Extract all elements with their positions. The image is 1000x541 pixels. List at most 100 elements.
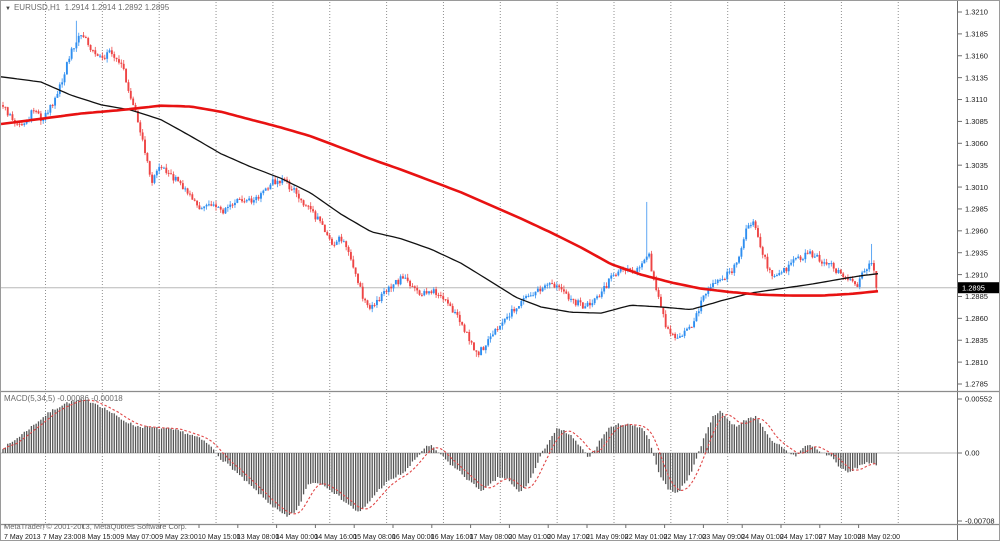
candle-body — [600, 291, 603, 297]
time-axis-label: 8 May 15:00 — [82, 534, 121, 541]
price-axis-label: 1.2835 — [965, 336, 988, 345]
candle-body — [146, 153, 149, 162]
candle-body — [312, 209, 314, 212]
candle-body — [309, 205, 312, 210]
candle-body — [189, 193, 191, 195]
candle-body — [839, 269, 842, 274]
candle-body — [586, 302, 589, 307]
candle-body — [96, 54, 99, 56]
time-axis-label: 23 May 09:00 — [702, 534, 745, 541]
candle-body — [118, 59, 120, 63]
candle-body — [416, 287, 419, 291]
candle-body — [818, 254, 821, 262]
candle-body — [219, 206, 222, 210]
candle-body — [139, 122, 142, 133]
candle-body — [716, 279, 719, 283]
candle-body — [430, 291, 433, 294]
candle-body — [515, 308, 518, 312]
candle-body — [503, 318, 506, 323]
time-axis-label: 13 May 08:00 — [237, 534, 280, 541]
candle-body — [20, 124, 23, 126]
candle-body — [610, 275, 613, 279]
candle-body — [508, 316, 511, 318]
candle-body — [359, 282, 362, 287]
candle-body — [835, 268, 838, 273]
candle-body — [23, 123, 26, 125]
candle-body — [520, 301, 523, 307]
candle-body — [6, 107, 9, 116]
candle-body — [366, 300, 369, 306]
candle-body — [207, 204, 210, 206]
candle-body — [735, 262, 738, 265]
symbol-dropdown-arrow[interactable]: ▼ — [5, 6, 11, 12]
candle-body — [652, 271, 655, 280]
candle-body — [290, 189, 293, 191]
candle-body — [319, 216, 322, 222]
candle-body — [75, 42, 78, 49]
candle-body — [468, 331, 471, 342]
candle-body — [771, 270, 774, 277]
candle-body — [702, 295, 705, 301]
candle-body — [844, 276, 847, 278]
candle-body — [629, 268, 632, 270]
candle-body — [226, 206, 229, 209]
candle-body — [39, 113, 42, 121]
candle-body — [780, 272, 783, 274]
time-axis-label: 16 May 16:00 — [431, 534, 474, 541]
price-axis-label: 1.3210 — [965, 8, 988, 17]
current-price-value: 1.2895 — [962, 284, 985, 293]
candle-body — [148, 161, 151, 175]
candle-body — [700, 300, 703, 312]
time-axis-label: 20 May 01:00 — [508, 534, 551, 541]
candle-body — [596, 296, 598, 299]
time-axis-label: 14 May 00:00 — [276, 534, 319, 541]
candle-body — [809, 251, 811, 254]
candle-body — [674, 333, 677, 339]
time-axis: 7 May 2013 7 May 23:00 8 May 15:00 9 May 07… — [4, 524, 900, 541]
time-axis-label: 24 May 01:00 — [741, 534, 784, 541]
candle-body — [572, 298, 575, 301]
price-axis-label: 1.3060 — [965, 139, 988, 148]
candle-body — [115, 57, 118, 60]
candle-body — [792, 259, 795, 263]
candle-body — [489, 336, 492, 340]
candle-body — [127, 82, 130, 91]
candle-body — [806, 252, 809, 254]
candle-body — [44, 112, 47, 119]
candle-body — [574, 300, 577, 306]
candle-body — [65, 62, 68, 75]
candle-body — [872, 263, 875, 271]
candle-body — [577, 300, 580, 306]
candle-body — [707, 289, 710, 294]
candle-body — [825, 262, 828, 265]
candle-body — [733, 264, 736, 273]
candle-body — [439, 295, 442, 297]
candle-body — [688, 326, 691, 329]
candle-body — [326, 232, 329, 236]
candle-body — [451, 306, 454, 313]
candle-body — [200, 208, 203, 210]
candle-body — [420, 294, 423, 296]
candle-body — [612, 274, 615, 276]
candle-body — [338, 236, 341, 242]
candle-body — [323, 224, 326, 233]
candle-body — [352, 259, 355, 268]
candle-body — [645, 256, 648, 260]
candle-body — [68, 58, 71, 63]
candle-body — [122, 63, 125, 70]
candle-body — [99, 55, 101, 57]
candle-body — [546, 284, 549, 286]
candle-body — [470, 341, 473, 343]
candle-body — [375, 299, 378, 306]
candle-body — [101, 55, 104, 58]
candle-body — [775, 275, 778, 277]
candle-body — [288, 181, 291, 190]
candle-body — [435, 289, 438, 295]
candle-body — [854, 281, 856, 285]
candle-body — [271, 179, 274, 185]
candle-body — [828, 263, 830, 265]
candle-body — [525, 296, 527, 299]
candle-body — [390, 286, 393, 289]
